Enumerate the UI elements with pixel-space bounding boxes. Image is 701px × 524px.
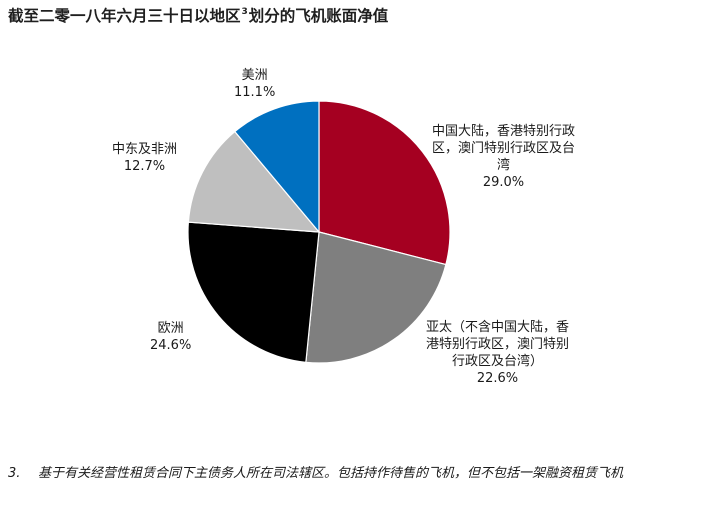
pie-slice-middle-east-africa [187,130,321,233]
slice-label-greater-china: 中国大陆，香港特别行政 区，澳门特别行政区及台 湾 29.0% [432,124,576,190]
slice-value-middle-east-africa: 12.7% [123,159,166,174]
slice-value-asia-pacific: 22.6% [476,371,519,386]
slice-label-asia-pacific: 亚太（不含中国大陆，香 港特别行政区，澳门特别 行政区及台湾） 22.6% [426,320,570,386]
footnote: 3. 基于有关经营性租赁合同下主债务人所在司法辖区。包括持作待售的飞机，但不包括一… [8,462,688,486]
chart-title: 截至二零一八年六月三十日以地区3划分的飞机账面净值 [8,7,389,25]
slice-value-americas: 11.1% [234,85,276,100]
pie-chart [187,100,451,364]
slice-label-europe: 欧洲 24.6% [150,321,192,353]
slice-value-europe: 24.6% [150,338,192,353]
pie-slice-greater-china [318,100,451,266]
slice-label-americas: 美洲 11.1% [234,68,276,100]
slice-label-middle-east-africa: 中东及非洲 12.7% [112,142,178,174]
slice-value-greater-china: 29.0% [482,175,525,190]
footnote-text: 基于有关经营性租赁合同下主债务人所在司法辖区。包括持作待售的飞机，但不包括一架融… [38,466,624,481]
pie-slice-asia-pacific [305,231,447,364]
pie-slice-americas [234,100,320,234]
pie-slice-europe [187,221,320,363]
footnote-number: 3. [8,466,21,481]
